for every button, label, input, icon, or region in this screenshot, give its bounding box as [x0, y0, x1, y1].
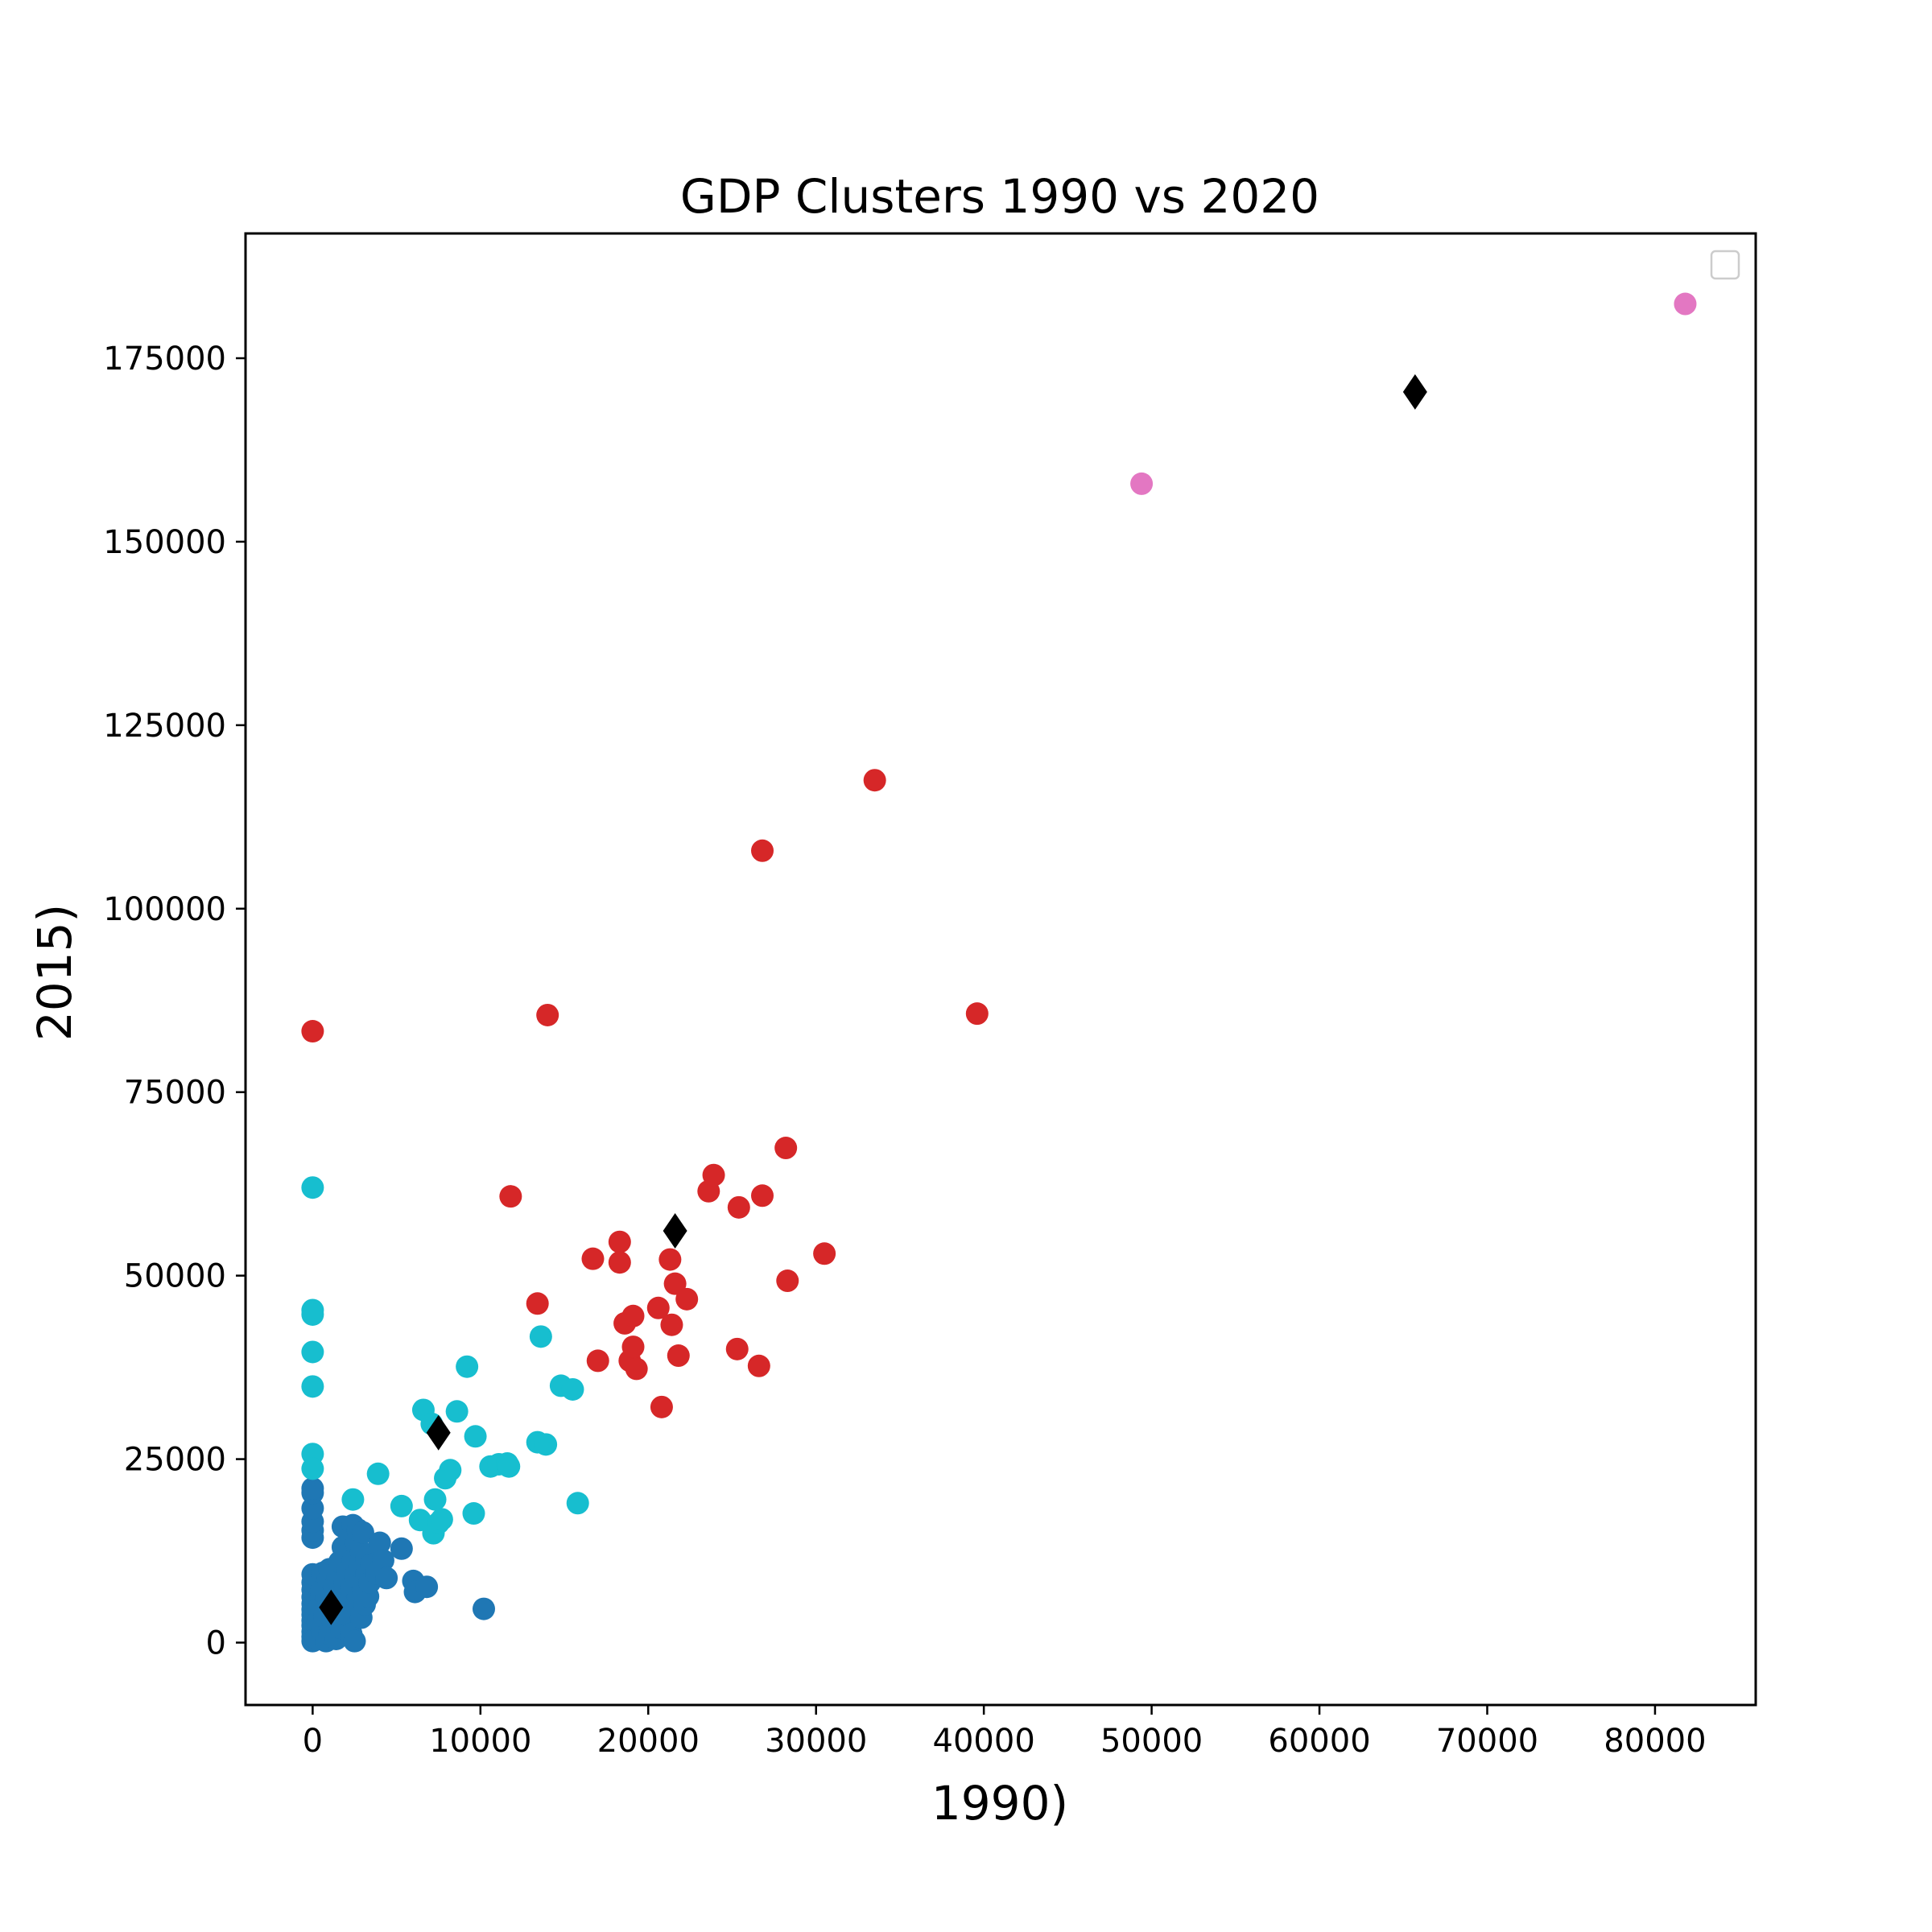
y-tick-label: 125000 — [103, 708, 226, 745]
data-point — [430, 1508, 453, 1531]
y-tick-label: 50000 — [124, 1258, 226, 1295]
data-point — [725, 1337, 749, 1360]
data-point — [415, 1575, 439, 1599]
data-point — [423, 1488, 447, 1511]
data-point — [366, 1462, 390, 1485]
x-tick-label: 40000 — [933, 1723, 1035, 1760]
data-point — [581, 1247, 605, 1270]
data-point — [608, 1251, 631, 1274]
data-point — [301, 1302, 324, 1326]
data-point — [747, 1354, 770, 1377]
series-3 — [1130, 292, 1697, 495]
data-point — [774, 1137, 798, 1160]
data-point — [375, 1567, 398, 1590]
data-point — [566, 1492, 589, 1515]
centroid-point — [426, 1414, 451, 1451]
x-tick-label: 70000 — [1436, 1723, 1538, 1760]
y-tick-label: 25000 — [124, 1442, 226, 1479]
data-point — [445, 1400, 469, 1423]
data-point — [301, 1340, 324, 1364]
data-point — [497, 1455, 521, 1478]
x-axis-label: 1990) — [931, 1776, 1068, 1831]
data-point — [462, 1502, 485, 1525]
data-point — [526, 1292, 549, 1315]
x-tick-label: 50000 — [1100, 1723, 1203, 1760]
data-point — [535, 1433, 558, 1456]
data-point — [751, 1184, 774, 1208]
x-tick-label: 20000 — [597, 1723, 700, 1760]
data-point — [301, 1477, 324, 1501]
chart-title: GDP Clusters 1990 vs 2020 — [680, 169, 1319, 224]
y-tick-label: 0 — [206, 1625, 226, 1662]
y-tick-label: 150000 — [103, 524, 226, 561]
series-1 — [301, 1176, 589, 1545]
data-point — [368, 1531, 391, 1554]
data-point — [608, 1230, 631, 1253]
centroid-point — [663, 1213, 687, 1249]
data-point — [371, 1549, 394, 1572]
data-point — [301, 1176, 324, 1199]
data-point — [390, 1537, 413, 1560]
data-point — [456, 1355, 479, 1378]
data-point — [663, 1272, 687, 1295]
centroid-point — [1402, 374, 1427, 410]
data-point — [650, 1395, 673, 1418]
data-point — [660, 1313, 683, 1336]
data-point — [667, 1344, 690, 1368]
data-point — [529, 1325, 552, 1348]
data-point — [727, 1195, 750, 1219]
data-point — [464, 1425, 487, 1448]
data-point — [658, 1248, 682, 1271]
data-point — [863, 769, 886, 792]
data-point — [646, 1296, 670, 1319]
data-point — [301, 1020, 324, 1043]
data-point — [439, 1459, 462, 1482]
data-point — [341, 1488, 365, 1511]
data-point — [675, 1287, 699, 1311]
points-layer — [301, 292, 1697, 1653]
legend-box — [1710, 250, 1740, 280]
data-point — [621, 1304, 645, 1327]
x-tick-label: 30000 — [765, 1723, 867, 1760]
x-tick-label: 0 — [303, 1723, 323, 1760]
data-point — [301, 1496, 324, 1520]
data-point — [1674, 292, 1697, 316]
series-4 — [319, 374, 1427, 1625]
y-tick-label: 75000 — [124, 1075, 226, 1112]
y-tick-label: 175000 — [103, 341, 226, 378]
data-point — [561, 1377, 584, 1401]
data-point — [536, 1003, 559, 1026]
data-point — [351, 1521, 374, 1544]
ticks-layer: 0 10000 20000 30000 40000 50000 60000 70000 8000… — [103, 341, 1706, 1760]
x-tick-label: 80000 — [1604, 1723, 1706, 1760]
data-point — [621, 1335, 645, 1359]
x-tick-label: 60000 — [1268, 1723, 1370, 1760]
x-tick-label: 10000 — [429, 1723, 531, 1760]
data-point — [390, 1494, 413, 1517]
series-2 — [301, 769, 989, 1418]
data-point — [301, 1375, 324, 1398]
data-point — [965, 1002, 989, 1026]
data-point — [586, 1349, 609, 1373]
centroid-point — [319, 1589, 344, 1625]
data-point — [776, 1269, 799, 1293]
y-tick-label: 100000 — [103, 891, 226, 928]
data-point — [1130, 472, 1154, 495]
data-point — [702, 1163, 725, 1187]
data-point — [472, 1597, 495, 1620]
data-point — [813, 1242, 836, 1265]
data-point — [499, 1185, 522, 1208]
data-point — [751, 839, 774, 862]
y-axis-label: 2015) — [27, 904, 82, 1041]
plot-frame — [244, 232, 1757, 1707]
data-point — [301, 1457, 324, 1480]
data-point — [625, 1357, 648, 1381]
data-point — [343, 1629, 366, 1653]
